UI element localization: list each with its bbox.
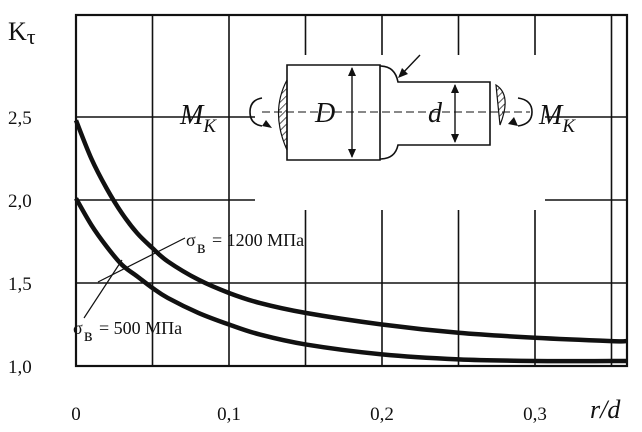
- big-diameter-label: D: [314, 98, 335, 129]
- x-tick-label: 0,3: [523, 404, 547, 425]
- x-tick-label: 0,2: [370, 404, 394, 425]
- y-tick-labels: 1,0 1,5 2,0 2,5: [8, 108, 32, 378]
- moment-right-label: MK: [538, 100, 576, 137]
- curves: [73, 119, 627, 364]
- plot-frame: [74, 13, 629, 368]
- x-tick-label: 0,1: [217, 404, 241, 425]
- series-500-sub: в: [84, 325, 93, 345]
- series-500-leader: [83, 259, 123, 319]
- shaft-inset: D d MK MK: [179, 54, 576, 210]
- right-torque-arc: [517, 97, 533, 127]
- y-tick-label: 2,0: [8, 191, 32, 212]
- series-500-sigma: σ: [73, 318, 83, 338]
- series-500-rest: = 500 МПа: [99, 318, 182, 338]
- small-diameter-label: d: [428, 98, 443, 129]
- series-line-1200: [73, 119, 627, 344]
- fillet-pointer-head: [398, 68, 408, 78]
- series-line-500: [74, 197, 626, 364]
- x-tick-label: 0: [71, 404, 81, 425]
- series-1200-leader: [97, 237, 186, 283]
- series-1200-sigma: σ: [186, 230, 196, 250]
- x-axis-label: r/d: [590, 395, 621, 424]
- right-torque-head: [508, 117, 518, 126]
- left-torque-arc: [249, 97, 263, 127]
- inset-background: [255, 55, 545, 210]
- y-tick-label: 2,5: [8, 108, 32, 129]
- y-tick-label: 1,0: [8, 357, 32, 378]
- small-step-outline: [379, 65, 491, 160]
- y-axis-label: Kτ: [8, 17, 36, 49]
- series-1200-sub: в: [197, 237, 206, 257]
- x-tick-labels: 0 0,1 0,2 0,3: [71, 404, 547, 425]
- moment-left-label: MK: [179, 100, 217, 137]
- right-section-hatch: [495, 83, 506, 126]
- left-section-hatch: [278, 79, 288, 151]
- y-tick-label: 1,5: [8, 274, 32, 295]
- series-label-1200: σ в = 1200 МПа: [186, 230, 304, 257]
- left-torque-head: [262, 120, 272, 128]
- series-1200-rest: = 1200 МПа: [212, 230, 304, 250]
- series-label-500: σ в = 500 МПа: [73, 318, 182, 345]
